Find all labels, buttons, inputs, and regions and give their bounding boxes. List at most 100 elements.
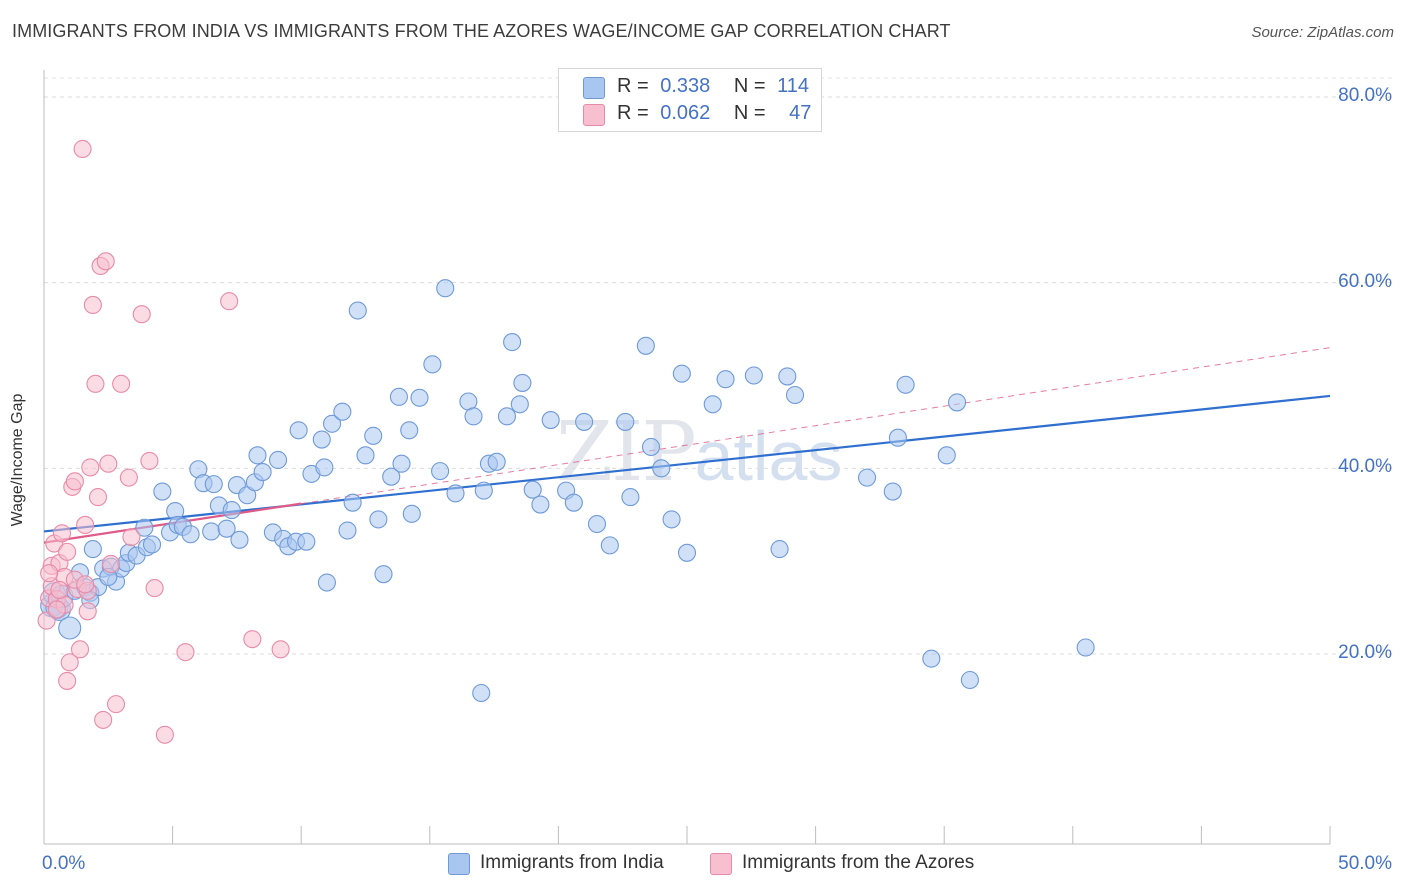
point-india <box>217 519 236 538</box>
point-azores <box>106 695 126 714</box>
point-azores <box>122 527 141 547</box>
point-india <box>937 446 956 465</box>
point-azores <box>96 252 115 271</box>
point-india <box>369 510 388 529</box>
legend-n-label: N = <box>733 75 766 97</box>
point-india <box>142 535 162 554</box>
point-azores <box>52 524 72 543</box>
point-azores <box>50 580 69 599</box>
legend-n-value: 114 <box>777 75 810 97</box>
point-azores <box>73 139 92 159</box>
point-india <box>621 488 640 507</box>
point-india <box>135 518 154 537</box>
y-tick-label: 80.0% <box>1338 85 1392 106</box>
x-tick-label-min: 0.0% <box>42 853 86 874</box>
point-azores <box>176 643 195 662</box>
point-india <box>575 412 594 431</box>
bottom-legend-swatch-azores <box>710 853 732 875</box>
bottom-legend-label-azores: Immigrants from the Azores <box>742 852 975 873</box>
point-azores <box>40 564 59 583</box>
point-india <box>464 407 483 426</box>
point-india <box>641 437 661 457</box>
point-india <box>317 573 336 592</box>
point-india <box>269 450 288 470</box>
point-india <box>333 402 352 421</box>
point-india <box>541 411 560 430</box>
point-india <box>153 482 172 501</box>
point-azores <box>78 602 97 621</box>
point-india <box>392 454 411 473</box>
point-india <box>896 375 915 394</box>
point-india <box>744 366 763 385</box>
point-india <box>652 459 671 478</box>
point-india <box>883 482 902 501</box>
bottom-legend-label-india: Immigrants from India <box>480 852 664 873</box>
point-india <box>338 521 357 540</box>
point-india <box>785 385 805 405</box>
point-india <box>703 395 722 414</box>
legend-n-label: N = <box>733 102 766 124</box>
point-india <box>616 412 635 431</box>
legend-r-value: 0.062 <box>660 102 711 124</box>
point-india <box>230 530 249 549</box>
point-india <box>382 467 401 486</box>
y-tick-label: 20.0% <box>1338 642 1392 663</box>
point-india <box>248 446 267 465</box>
point-azores <box>99 454 118 473</box>
point-india <box>662 510 681 529</box>
point-india <box>364 426 383 445</box>
point-india <box>510 395 529 414</box>
legend-r-value: 0.338 <box>660 75 711 97</box>
point-india <box>857 468 877 487</box>
point-india <box>297 532 316 551</box>
point-india <box>472 683 491 703</box>
point-india <box>922 649 941 668</box>
point-india <box>672 364 691 383</box>
point-india <box>312 430 331 449</box>
point-azores <box>271 640 290 659</box>
point-india <box>948 393 967 412</box>
point-india <box>487 452 506 471</box>
point-india <box>389 387 408 406</box>
point-india <box>423 355 442 374</box>
point-azores <box>243 630 262 649</box>
trend-line-azores-projection <box>301 347 1331 505</box>
point-azores <box>132 305 151 324</box>
point-india <box>531 495 550 514</box>
point-india <box>446 484 465 503</box>
legend-swatch-azores <box>583 104 605 126</box>
point-india <box>716 370 735 389</box>
point-india <box>1076 638 1095 657</box>
point-india <box>374 565 393 584</box>
point-azores <box>94 710 113 729</box>
grid-lines <box>44 77 1392 655</box>
point-india <box>431 462 450 481</box>
point-india <box>348 301 367 320</box>
point-india <box>222 501 241 520</box>
point-india <box>503 333 522 352</box>
point-india <box>356 446 375 465</box>
bottom-legend-swatch-india <box>448 853 470 875</box>
point-azores <box>101 554 120 574</box>
point-india <box>564 493 583 512</box>
point-azores <box>88 488 108 507</box>
point-azores <box>76 515 95 535</box>
y-axis-label: Wage/Income Gap <box>9 393 26 527</box>
point-india <box>960 670 979 690</box>
point-india <box>677 543 697 562</box>
chart-title: IMMIGRANTS FROM INDIA VS IMMIGRANTS FROM… <box>12 21 951 41</box>
axes <box>43 70 1331 845</box>
point-india <box>436 279 455 298</box>
point-india <box>181 525 200 544</box>
point-azores <box>112 374 131 393</box>
x-tick-label-max: 50.0% <box>1338 853 1392 874</box>
point-azores <box>86 374 105 393</box>
point-azores <box>58 671 77 690</box>
point-india <box>587 514 607 534</box>
point-india <box>600 536 619 555</box>
point-azores <box>65 472 84 491</box>
point-azores <box>47 600 66 619</box>
point-india <box>636 336 655 355</box>
point-india <box>204 475 223 494</box>
